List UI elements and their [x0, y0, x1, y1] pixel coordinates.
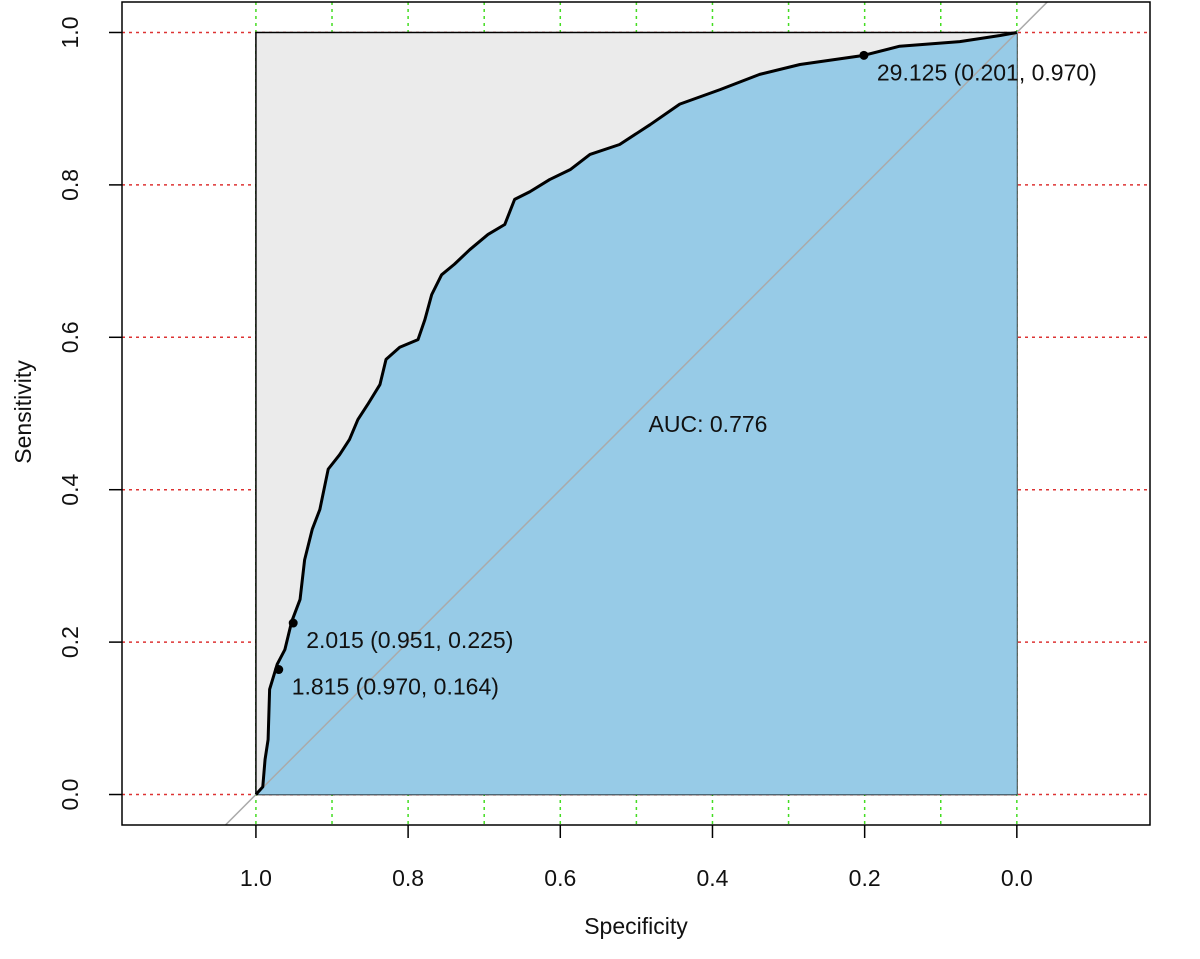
plot-frame [121, 1, 1151, 826]
roc-curve [254, 31, 1018, 796]
x-tick-label: 0.8 [392, 865, 424, 891]
threshold-point [274, 665, 284, 675]
y-tick-label: 0.4 [57, 474, 83, 506]
x-tick-label: 0.6 [544, 865, 576, 891]
threshold-point [288, 618, 298, 628]
y-axis-label: Sensitivity [10, 360, 36, 464]
x-axis-label: Specificity [584, 913, 688, 939]
y-tick-label: 1.0 [57, 16, 83, 48]
y-tick-label: 0.6 [57, 321, 83, 353]
plot-area [122, 2, 1150, 825]
x-tick-label: 0.0 [1001, 865, 1033, 891]
x-tick-label: 1.0 [240, 865, 272, 891]
threshold-label: 2.015 (0.951, 0.225) [306, 627, 513, 653]
threshold-label: 29.125 (0.201, 0.970) [877, 59, 1097, 85]
y-tick-label: 0.8 [57, 169, 83, 201]
annotation: AUC: 0.776 [649, 411, 768, 437]
y-tick-label: 0.2 [57, 626, 83, 658]
x-tick-label: 0.2 [849, 865, 881, 891]
x-tick-label: 0.4 [696, 865, 728, 891]
threshold-point [859, 50, 869, 60]
y-tick-label: 0.0 [57, 779, 83, 811]
reference-diagonal [224, 2, 1049, 825]
threshold-label: 1.815 (0.970, 0.164) [292, 674, 499, 700]
